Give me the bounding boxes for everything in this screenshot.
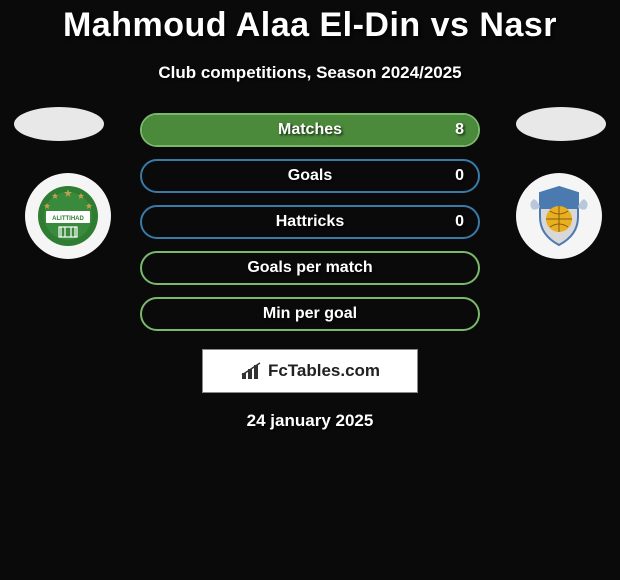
stat-label: Goals [288, 167, 332, 185]
stat-bar-goals: Goals 0 [140, 159, 480, 193]
subtitle: Club competitions, Season 2024/2025 [0, 63, 620, 83]
svg-text:ALITTIHAD: ALITTIHAD [52, 216, 84, 222]
brand-text: FcTables.com [268, 361, 380, 381]
page-title: Mahmoud Alaa El-Din vs Nasr [0, 0, 620, 45]
stat-value: 0 [455, 213, 464, 231]
stat-bar-min-per-goal: Min per goal [140, 297, 480, 331]
brand-attribution: FcTables.com [202, 349, 418, 393]
stat-label: Hattricks [276, 213, 344, 231]
comparison-content: ALITTIHAD [0, 113, 620, 431]
stat-bar-goals-per-match: Goals per match [140, 251, 480, 285]
stat-bar-hattricks: Hattricks 0 [140, 205, 480, 239]
stat-label: Matches [278, 121, 342, 139]
stat-value: 0 [455, 167, 464, 185]
stat-value: 8 [455, 121, 464, 139]
team-logo-left: ALITTIHAD [25, 173, 111, 259]
stat-label: Goals per match [247, 259, 372, 277]
alittihad-logo-icon: ALITTIHAD [33, 181, 103, 251]
stat-bars: Matches 8 Goals 0 Hattricks 0 Goals per … [140, 113, 480, 331]
ismaily-logo-icon [522, 179, 596, 253]
team-logo-right [516, 173, 602, 259]
fctables-chart-icon [240, 361, 264, 381]
stat-bar-matches: Matches 8 [140, 113, 480, 147]
date-label: 24 january 2025 [0, 411, 620, 431]
stat-label: Min per goal [263, 305, 357, 323]
player-photo-placeholder-right [516, 107, 606, 141]
player-photo-placeholder-left [14, 107, 104, 141]
